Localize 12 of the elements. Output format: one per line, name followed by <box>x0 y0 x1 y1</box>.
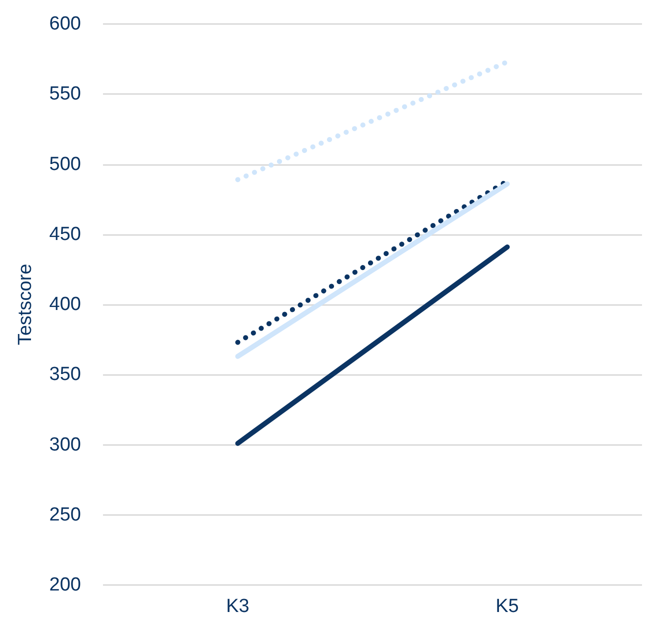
y-tick-label: 350 <box>49 364 81 386</box>
x-tick-label: K3 <box>226 596 250 617</box>
y-axis-title: Testscore <box>15 264 36 346</box>
y-tick-label: 400 <box>49 294 81 315</box>
y-tick-label: 300 <box>49 434 81 456</box>
x-tick-label: K5 <box>496 596 519 617</box>
y-tick-label: 200 <box>49 574 81 596</box>
y-tick-label: 450 <box>49 224 81 245</box>
y-tick-label: 500 <box>49 154 81 175</box>
y-tick-label: 600 <box>49 14 81 34</box>
y-tick-label: 550 <box>49 84 81 105</box>
y-tick-label: 250 <box>49 504 81 526</box>
